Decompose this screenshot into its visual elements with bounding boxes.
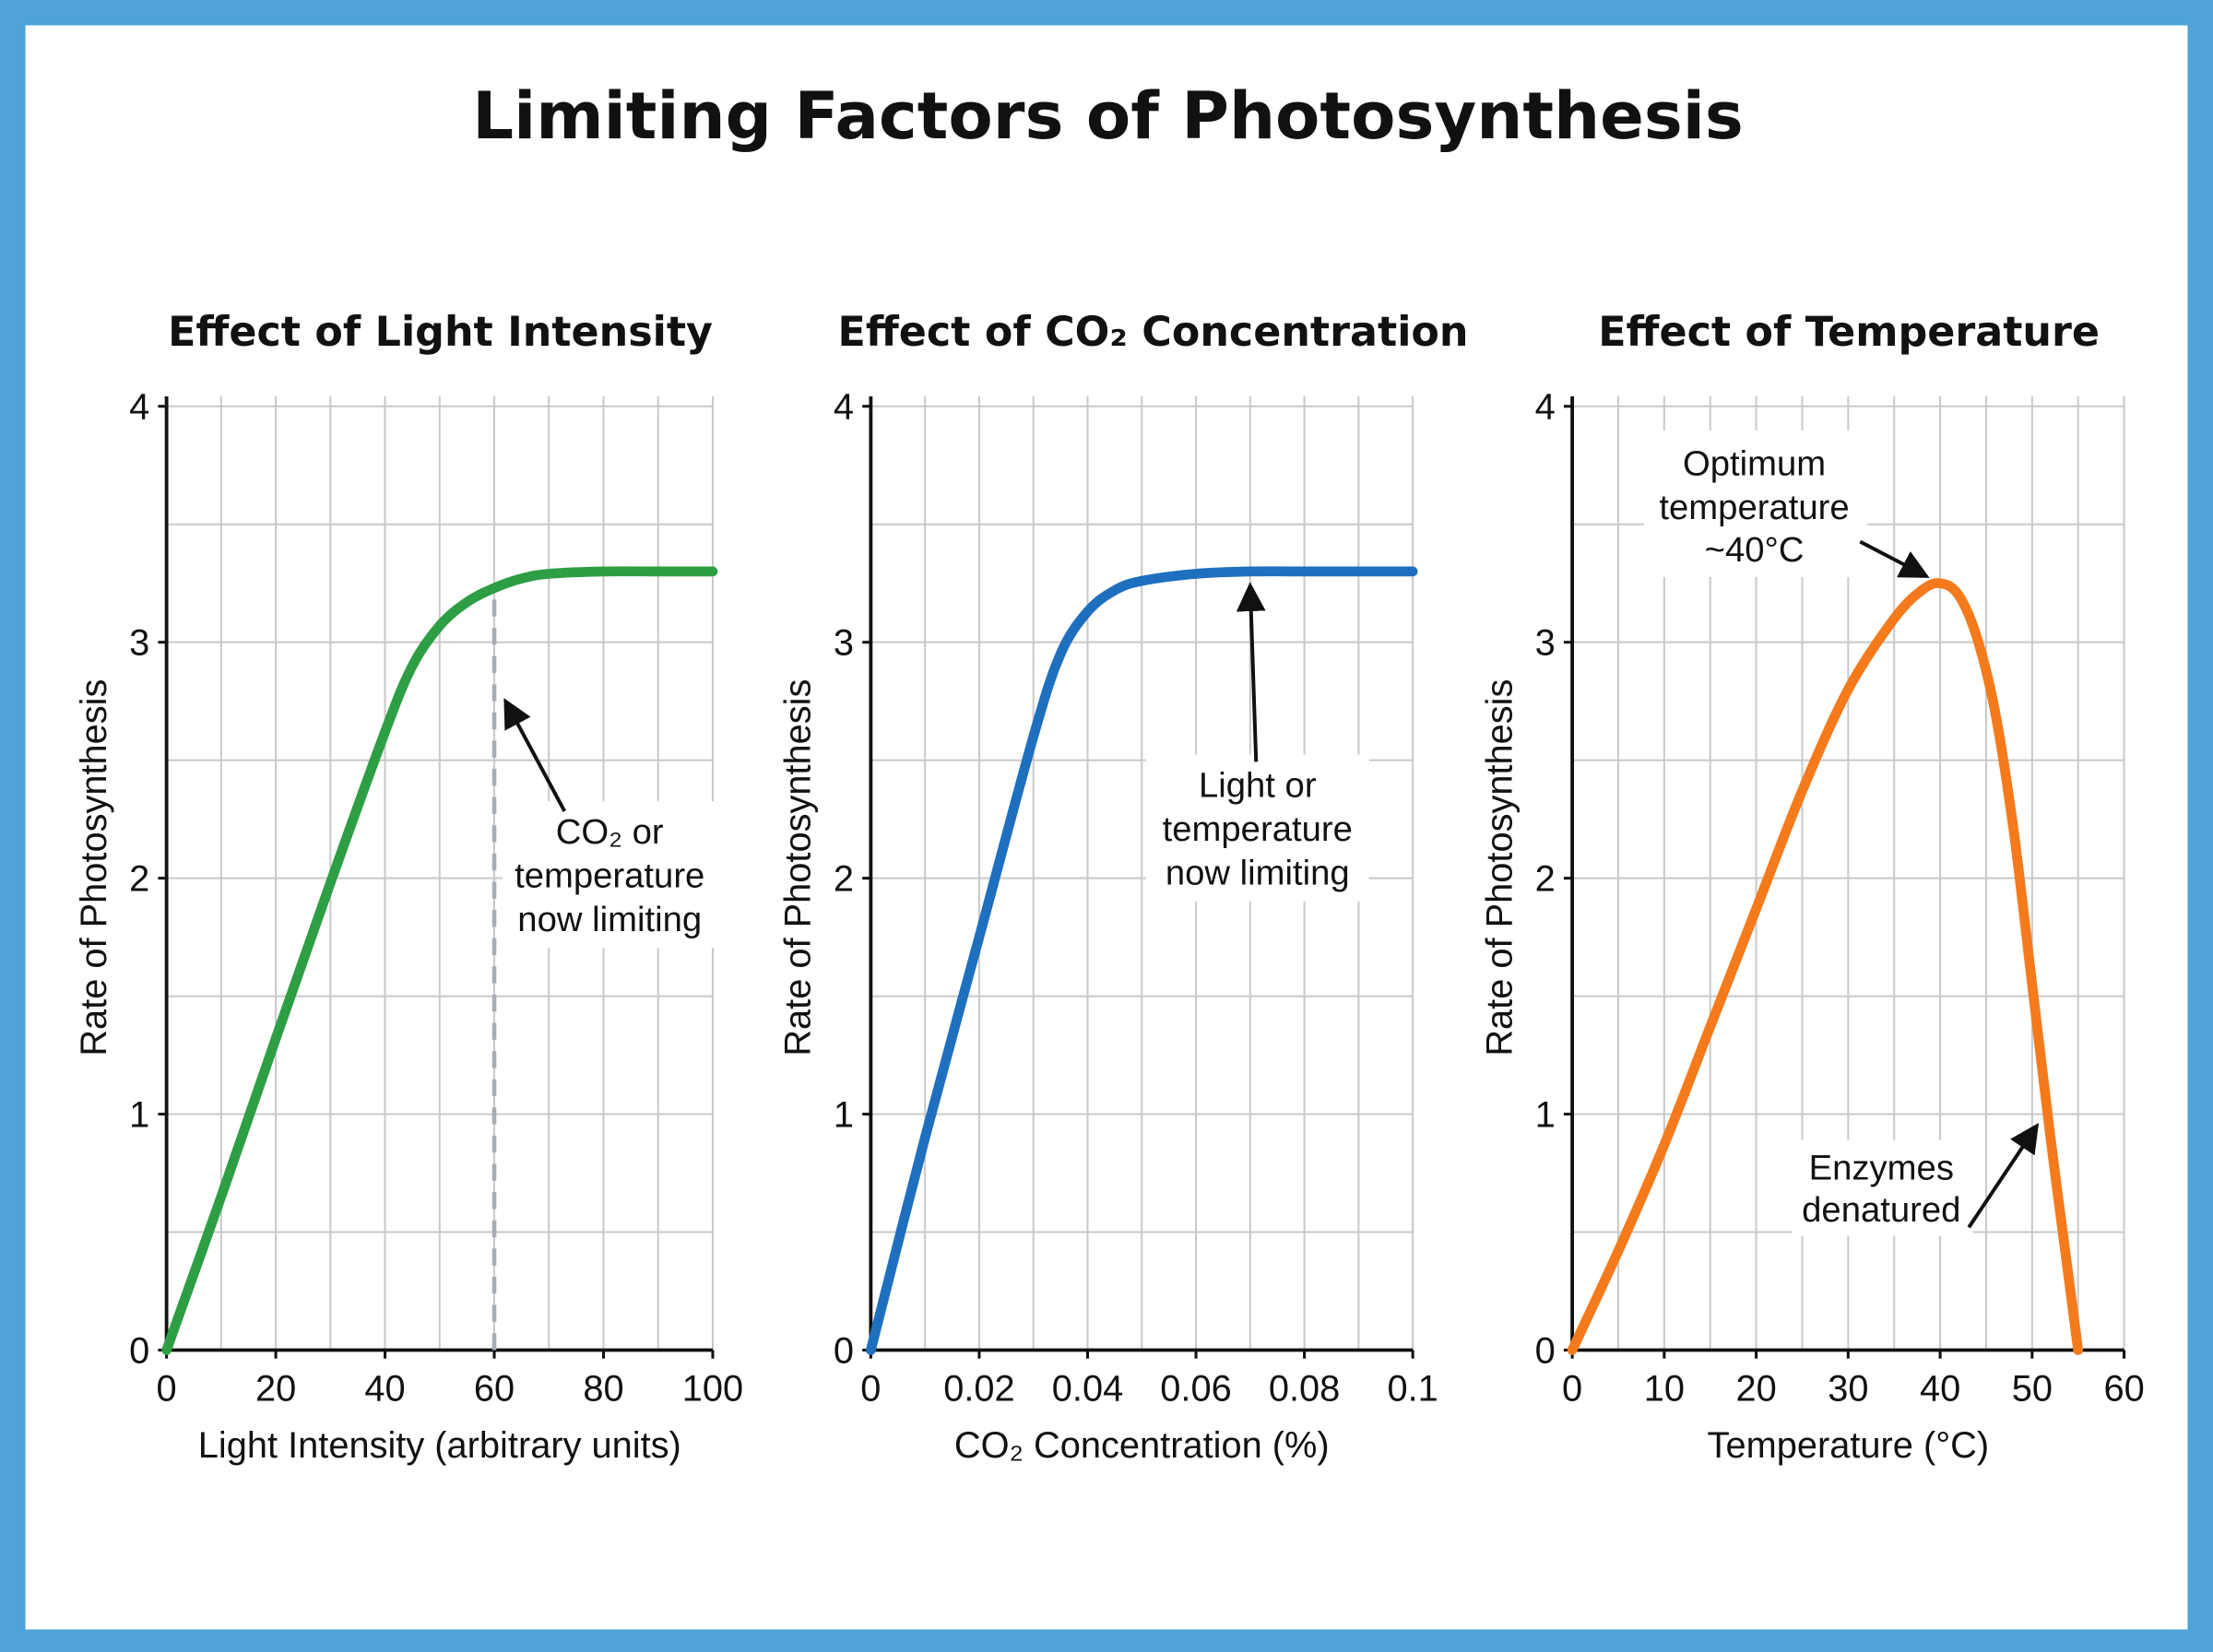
y-tick-label: 0 — [834, 1330, 854, 1371]
data-line — [1567, 578, 2084, 1355]
annotation-arrow — [503, 698, 566, 812]
x-tick-label: 0 — [1562, 1369, 1582, 1410]
annotation-background — [1145, 754, 1369, 902]
y-tick-label: 4 — [129, 387, 149, 428]
x-tick-label: 60 — [474, 1369, 515, 1410]
chart-title: Effect of CO₂ Concentration — [838, 309, 1469, 356]
annotation-text: Optimum — [1683, 444, 1826, 484]
annotation-text: ~40°C — [1705, 530, 1805, 570]
annotation-background — [1644, 430, 1867, 577]
y-tick-label: 1 — [1535, 1094, 1556, 1135]
y-tick-label: 3 — [1535, 622, 1556, 663]
annotation-text: temperature — [515, 856, 704, 896]
x-tick-label: 0.02 — [943, 1369, 1014, 1410]
y-tick-label: 1 — [129, 1094, 149, 1135]
x-tick-label: 0 — [157, 1369, 177, 1410]
x-tick-label: 50 — [2012, 1369, 2053, 1410]
annotation-text: now limiting — [517, 900, 702, 939]
x-tick-label: 20 — [255, 1369, 296, 1410]
annotation-text: Enzymes — [1809, 1148, 1954, 1187]
annotation-text: Light or — [1199, 766, 1317, 806]
chart-title: Effect of Temperature — [1598, 309, 2100, 356]
y-tick-label: 3 — [129, 622, 149, 663]
y-tick-label: 1 — [834, 1094, 854, 1135]
y-axis-label: Rate of Photosynthesis — [74, 679, 114, 1056]
annotation-text: denatured — [1802, 1190, 1960, 1230]
x-tick-label: 0.08 — [1269, 1369, 1340, 1410]
y-axis-label: Rate of Photosynthesis — [778, 679, 819, 1056]
y-tick-label: 4 — [834, 387, 854, 428]
chart-panel-2: Effect of CO₂ Concentration 0 1 2 3 4 0 0.02 0.0… — [778, 309, 1469, 1466]
x-tick-label: 30 — [1828, 1369, 1868, 1410]
annotation-text: temperature — [1163, 809, 1353, 849]
x-axis-label: Temperature (°C) — [1708, 1425, 1990, 1466]
y-tick-label: 2 — [1535, 858, 1556, 899]
x-tick-label: 40 — [364, 1369, 405, 1410]
x-tick-label: 10 — [1644, 1369, 1685, 1410]
chart-title: Effect of Light Intensity — [168, 309, 713, 356]
x-axis-label: CO₂ Concentration (%) — [954, 1425, 1330, 1466]
x-tick-label: 60 — [2103, 1369, 2144, 1410]
y-tick-label: 2 — [129, 858, 149, 899]
y-tick-label: 3 — [834, 622, 854, 663]
x-tick-label: 100 — [682, 1369, 743, 1410]
annotation-text: CO₂ or — [556, 812, 664, 852]
y-tick-label: 2 — [834, 858, 854, 899]
annotation-text: now limiting — [1166, 854, 1350, 893]
data-line — [161, 566, 718, 1355]
x-tick-label: 40 — [1920, 1369, 1960, 1410]
x-tick-label: 0.06 — [1160, 1369, 1231, 1410]
y-axis-label: Rate of Photosynthesis — [1479, 679, 1520, 1056]
x-tick-label: 20 — [1735, 1369, 1776, 1410]
x-tick-label: 0.04 — [1052, 1369, 1123, 1410]
annotation-arrow — [1967, 1123, 2040, 1229]
figure-title: Limiting Factors of Photosynthesis — [472, 78, 1744, 154]
annotation-background — [1792, 1139, 1973, 1236]
x-tick-label: 0 — [860, 1369, 881, 1410]
data-line — [866, 566, 1418, 1355]
annotation-text: temperature — [1659, 488, 1849, 527]
y-tick-label: 0 — [1535, 1330, 1556, 1371]
annotation-arrow — [1859, 539, 1930, 578]
annotation-arrow — [1236, 582, 1266, 762]
x-tick-label: 80 — [583, 1369, 623, 1410]
y-tick-label: 0 — [129, 1330, 149, 1371]
x-axis-label: Light Intensity (arbitrary units) — [198, 1425, 681, 1466]
x-tick-label: 0.1 — [1387, 1369, 1438, 1410]
y-tick-label: 4 — [1535, 387, 1556, 428]
annotation: Optimum temperature~40°C — [1644, 430, 1930, 578]
annotation-background — [502, 801, 717, 949]
